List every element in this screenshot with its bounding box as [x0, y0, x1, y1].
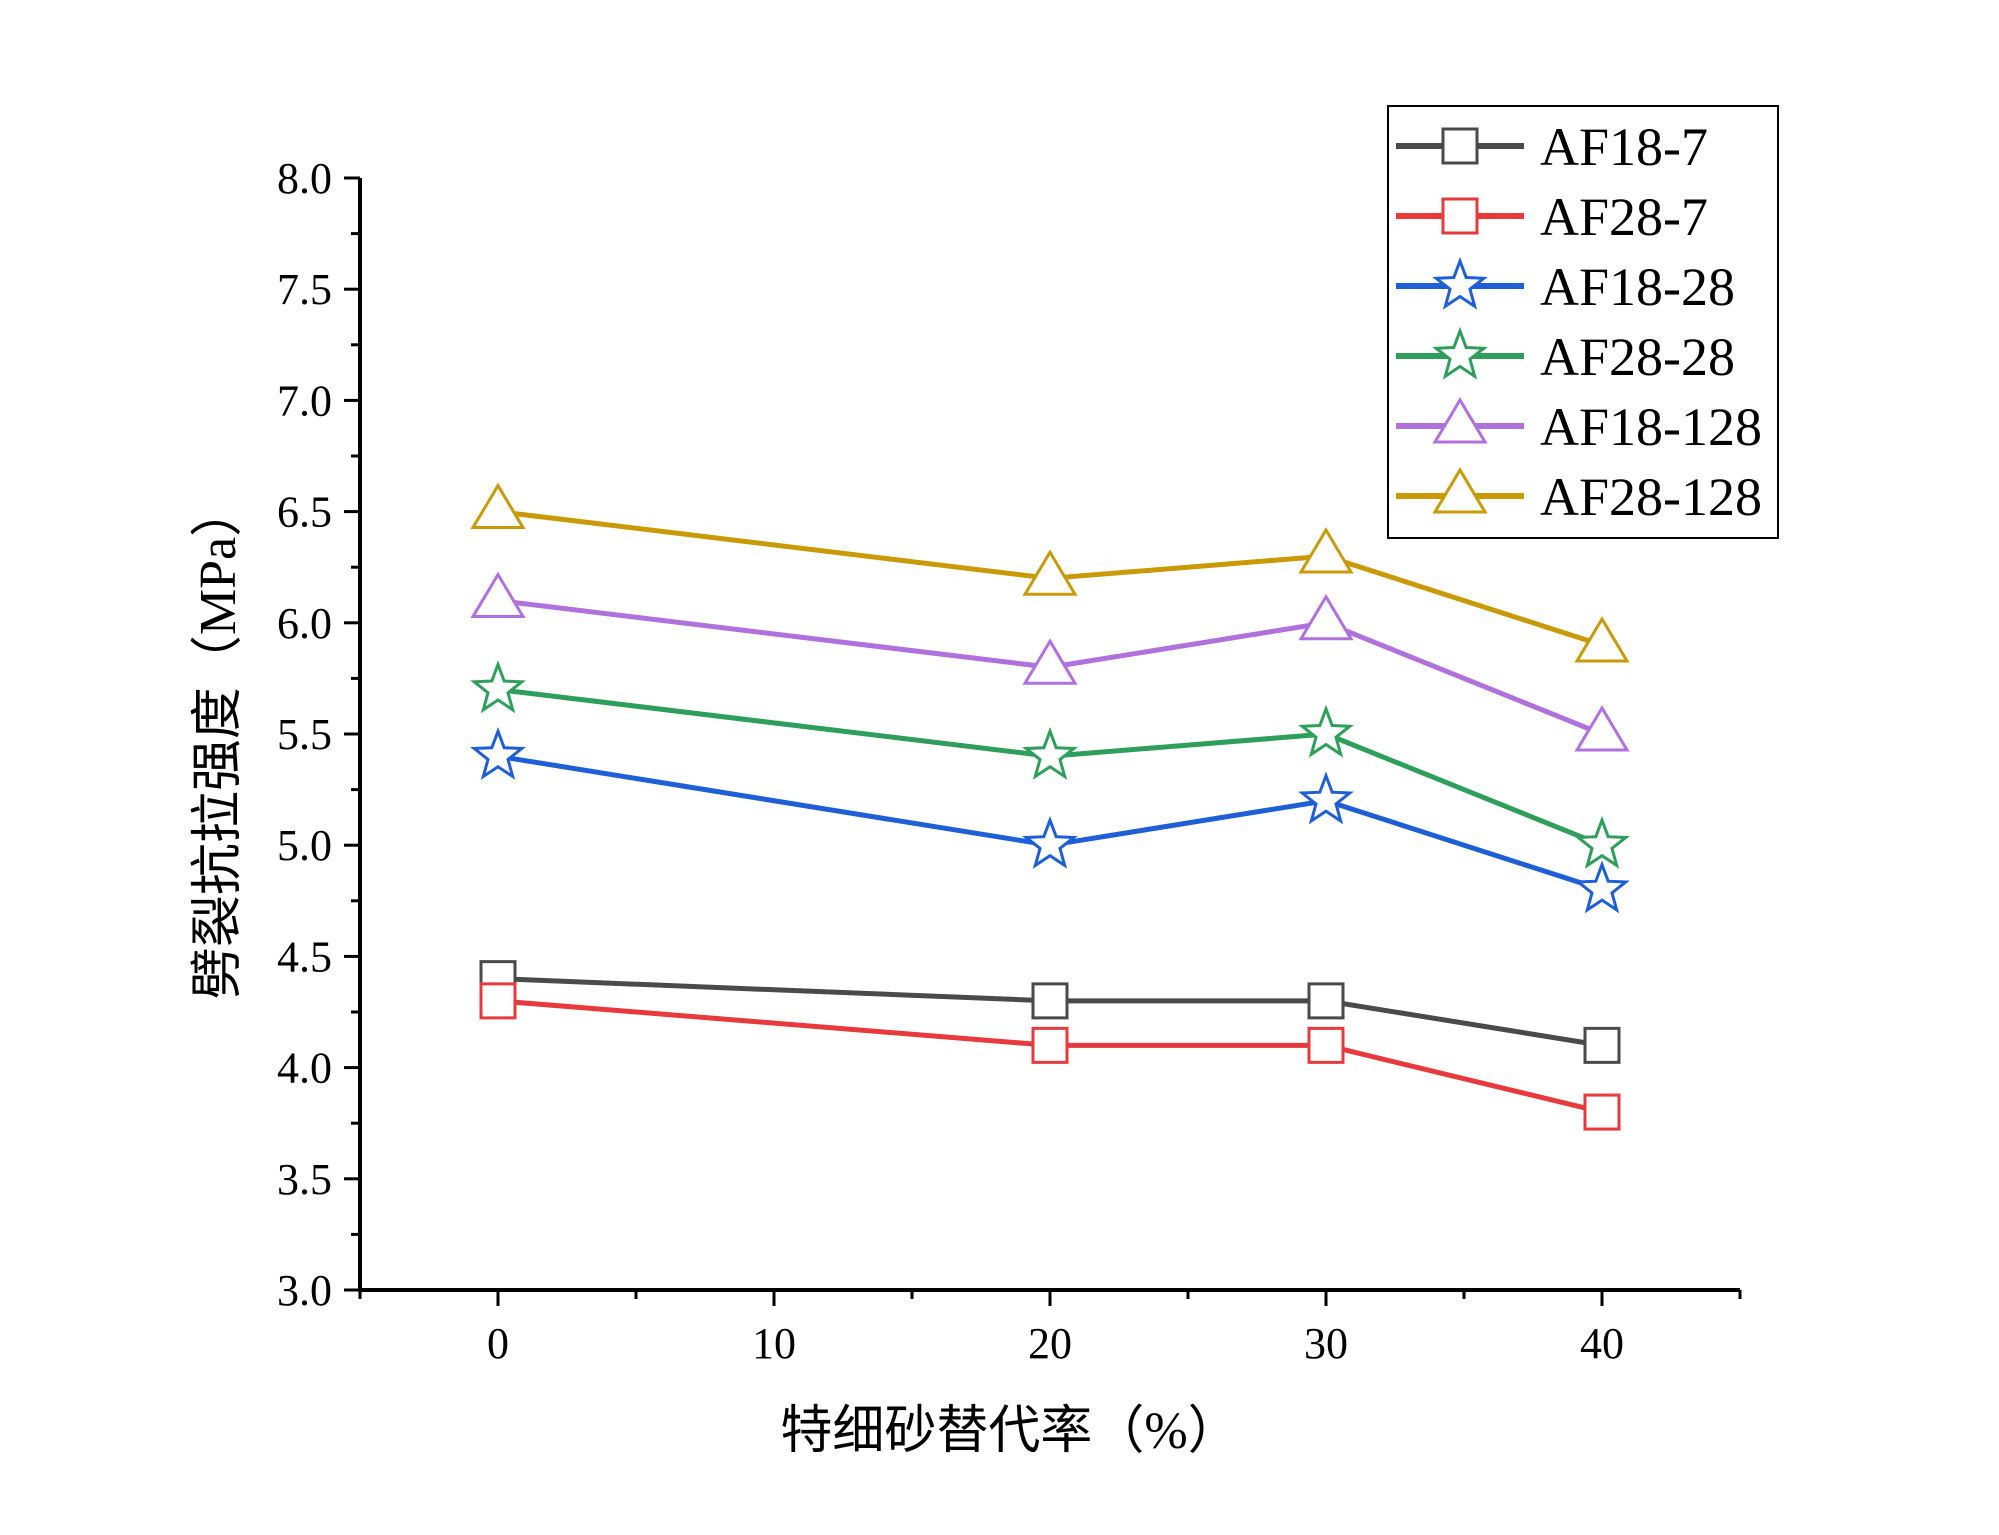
data-point-AF18-28-0: [470, 726, 526, 780]
legend-marker: [1441, 197, 1479, 235]
legend-label: AF28-7: [1540, 187, 1708, 247]
data-point-AF28-28-40: [1574, 815, 1630, 869]
data-point-AF28-7-20: [1031, 1026, 1069, 1064]
x-tick-label: 0: [487, 1319, 509, 1368]
data-point-AF28-7-30: [1307, 1026, 1345, 1064]
data-point-AF18-128-30: [1298, 593, 1354, 641]
data-point-AF18-128-40: [1574, 705, 1630, 752]
legend-item: AF18-28: [1396, 256, 1735, 317]
series-AF28-7: [479, 982, 1621, 1131]
legend-label: AF18-28: [1540, 257, 1735, 317]
data-point-AF28-28-30: [1298, 704, 1354, 758]
plot-layer: [470, 482, 1630, 1131]
y-tick-label: 3.0: [277, 1266, 332, 1315]
data-point-AF28-7-40: [1583, 1093, 1621, 1131]
data-point-AF18-28-40: [1574, 860, 1630, 914]
x-tick-label: 30: [1304, 1319, 1348, 1368]
data-point-AF28-28-0: [470, 660, 526, 714]
legend-item: AF18-128: [1396, 397, 1762, 457]
series-line-AF28-28: [497, 687, 1603, 848]
legend-label: AF28-128: [1540, 467, 1762, 527]
data-point-AF18-28-20: [1022, 815, 1078, 869]
data-point-AF18-28-30: [1298, 771, 1354, 825]
series-AF18-28: [470, 726, 1630, 914]
legend: AF18-7 AF28-7 AF18-28 AF28-28 AF18-128 AF28-1…: [1387, 105, 1779, 539]
x-tick-label: 10: [752, 1319, 796, 1368]
series-line-AF28-128: [497, 509, 1603, 648]
y-tick-label: 6.5: [277, 488, 332, 537]
legend-label: AF18-7: [1540, 117, 1708, 177]
legend-label: AF28-28: [1540, 327, 1735, 387]
y-tick-label: 8.0: [277, 154, 332, 203]
y-tick-label: 4.0: [277, 1044, 332, 1093]
data-point-AF18-7-30: [1307, 982, 1345, 1020]
legend-item: AF28-128: [1396, 467, 1762, 527]
y-axis-title: 劈裂抗拉强度（MPa）: [190, 485, 247, 999]
series-line-AF18-128: [497, 598, 1603, 737]
y-tick-label: 5.0: [277, 821, 332, 870]
series-line-AF28-7: [497, 998, 1603, 1115]
legend-marker: [1432, 467, 1488, 514]
data-point-AF28-128-40: [1574, 616, 1630, 663]
legend-item: AF28-28: [1396, 326, 1735, 387]
x-axis-title: 特细砂替代率（%）: [780, 1403, 1239, 1460]
data-point-AF28-128-0: [470, 482, 526, 530]
legend-marker: [1432, 326, 1488, 380]
legend-box: [1387, 105, 1779, 539]
series-line-AF18-7: [497, 976, 1603, 1048]
axes-layer: 0 10 20 30 40 3.0 3.5 4.0 4.5 5.0 5.5 6.0 6.5 7.0 7.5 8…: [277, 154, 1742, 1368]
data-point-AF18-128-0: [470, 571, 526, 619]
y-tick-label: 7.0: [277, 376, 332, 425]
series-AF28-28: [470, 660, 1630, 869]
data-point-AF28-28-20: [1022, 726, 1078, 780]
legend-marker: [1441, 127, 1479, 165]
series-AF28-128: [470, 482, 1630, 663]
y-tick-label: 7.5: [277, 265, 332, 314]
x-tick-label: 40: [1580, 1319, 1624, 1368]
y-tick-label: 6.0: [277, 599, 332, 648]
legend-marker: [1432, 256, 1488, 310]
x-tick-label: 20: [1028, 1319, 1072, 1368]
legend-item: AF18-7: [1396, 117, 1708, 177]
legend-item: AF28-7: [1396, 187, 1708, 247]
y-tick-label: 4.5: [277, 932, 332, 981]
series-line-AF18-28: [497, 753, 1603, 893]
series-AF18-128: [470, 571, 1630, 752]
data-point-AF18-128-20: [1022, 638, 1078, 685]
data-point-AF18-7-20: [1031, 982, 1069, 1020]
data-point-AF28-128-30: [1298, 527, 1354, 574]
legend-marker: [1432, 397, 1488, 444]
data-point-AF28-7-0: [479, 982, 517, 1020]
y-tick-label: 5.5: [277, 710, 332, 759]
data-point-AF28-128-20: [1022, 549, 1078, 596]
legend-label: AF18-128: [1540, 397, 1762, 457]
data-point-AF18-7-40: [1583, 1026, 1621, 1064]
y-tick-label: 3.5: [277, 1155, 332, 1204]
